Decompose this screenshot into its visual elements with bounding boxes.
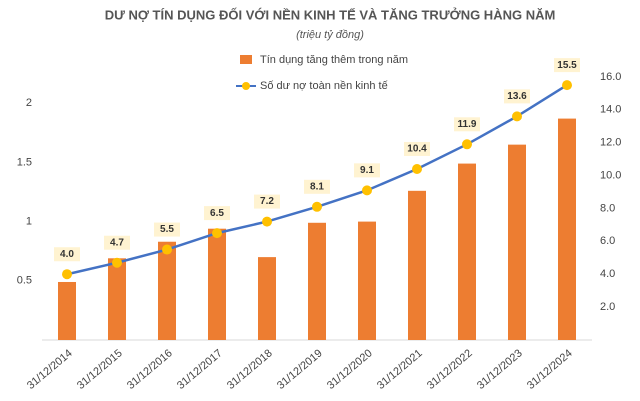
value-label: 6.5	[210, 208, 224, 219]
x-tick-label: 31/12/2015	[75, 347, 125, 392]
x-tick-label: 31/12/2022	[425, 347, 475, 392]
value-label: 10.4	[407, 144, 427, 155]
value-label: 11.9	[458, 119, 477, 130]
marker	[362, 185, 372, 196]
value-label-box	[554, 58, 580, 73]
legend-label: Số dư nợ toàn nền kinh tế	[260, 80, 388, 92]
y2-tick-label: 8.0	[600, 202, 615, 214]
value-label: 4.7	[110, 237, 124, 248]
bar	[358, 221, 376, 340]
bar	[208, 228, 226, 340]
x-tick-label: 31/12/2020	[325, 347, 375, 392]
value-label-box	[454, 117, 480, 132]
value-label: 9.1	[360, 165, 374, 176]
bar	[108, 258, 126, 340]
y-tick-label: 2	[26, 97, 32, 109]
bar	[558, 118, 576, 340]
value-label-box	[354, 163, 380, 178]
bar	[58, 281, 76, 340]
bar	[258, 257, 276, 340]
marker	[212, 228, 222, 239]
bar	[308, 222, 326, 340]
value-label-box	[204, 206, 230, 221]
value-label-box	[104, 235, 130, 250]
value-label: 13.6	[507, 91, 527, 102]
value-label-box	[154, 222, 180, 237]
value-label: 4.0	[60, 249, 74, 260]
marker	[312, 201, 322, 212]
bar	[458, 163, 476, 340]
y2-tick-label: 4.0	[600, 268, 615, 280]
y2-tick-label: 2.0	[600, 301, 615, 313]
legend-swatch	[240, 55, 252, 64]
bar	[158, 241, 176, 340]
legend-swatch	[242, 82, 250, 90]
marker	[162, 244, 172, 255]
marker	[62, 269, 72, 280]
bar	[408, 190, 426, 340]
bar	[508, 144, 526, 340]
legend-label: Tín dụng tăng thêm trong năm	[260, 54, 408, 66]
chart-subtitle: (triệu tỷ đồng)	[296, 29, 364, 41]
x-tick-label: 31/12/2023	[475, 347, 525, 392]
y2-tick-label: 14.0	[600, 104, 621, 116]
y2-tick-label: 16.0	[600, 71, 621, 83]
value-label-box	[404, 141, 430, 156]
y-tick-label: 1	[26, 216, 32, 228]
chart-title: DƯ NỢ TÍN DỤNG ĐỐI VỚI NỀN KINH TẾ VÀ TĂ…	[105, 7, 556, 22]
value-label-box	[304, 179, 330, 194]
x-tick-label: 31/12/2014	[25, 347, 75, 392]
value-label: 5.5	[160, 224, 174, 235]
marker	[112, 257, 122, 268]
value-label-box	[504, 89, 530, 104]
value-label-box	[54, 247, 80, 262]
marker	[512, 111, 522, 122]
value-label-box	[254, 194, 280, 209]
x-tick-label: 31/12/2018	[225, 347, 275, 392]
x-tick-label: 31/12/2019	[275, 347, 325, 392]
value-label: 8.1	[310, 181, 324, 192]
value-label: 15.5	[557, 60, 577, 71]
x-tick-label: 31/12/2024	[525, 347, 575, 392]
x-tick-label: 31/12/2021	[375, 347, 425, 392]
marker	[562, 80, 572, 91]
y2-tick-label: 12.0	[600, 137, 621, 149]
marker	[262, 216, 272, 227]
y-tick-label: 0.5	[17, 275, 32, 287]
x-tick-label: 31/12/2016	[125, 347, 175, 392]
y-tick-label: 1.5	[17, 156, 32, 168]
marker	[462, 139, 472, 150]
marker	[412, 163, 422, 174]
value-label: 7.2	[260, 196, 274, 207]
x-tick-label: 31/12/2017	[175, 347, 225, 392]
y2-tick-label: 10.0	[600, 169, 621, 181]
y2-tick-label: 6.0	[600, 235, 615, 247]
